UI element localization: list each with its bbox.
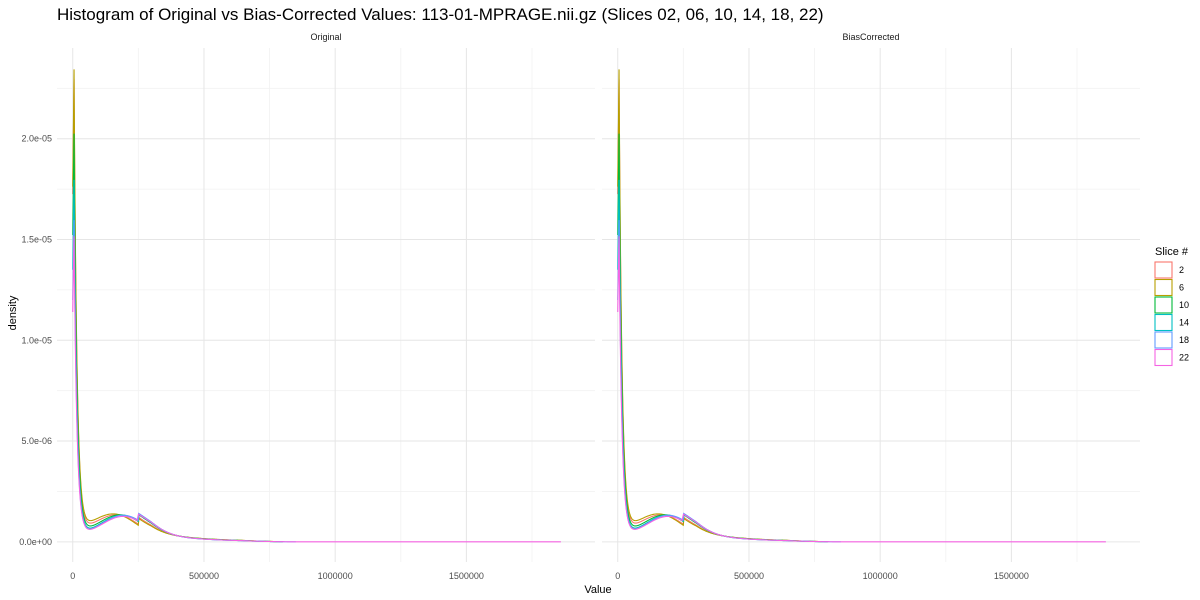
y-axis-title: density <box>7 295 19 330</box>
y-tick-label: 1.0e-05 <box>21 335 52 345</box>
series-line-slice-14 <box>617 179 828 543</box>
x-tick-label: 0 <box>615 571 620 581</box>
legend-key-slice-6 <box>1154 278 1173 297</box>
legend-key-slice-18 <box>1154 331 1173 349</box>
legend-key-slice-14 <box>1154 313 1173 332</box>
x-tick-label: 1000000 <box>863 571 898 581</box>
series-line-slice-22 <box>617 236 1106 543</box>
series-line-slice-14 <box>72 179 283 543</box>
y-tick-label: 2.0e-05 <box>21 134 52 144</box>
legend-label-slice-22: 22 <box>1179 353 1189 363</box>
series-line-slice-6 <box>617 69 828 543</box>
series-line-slice-6 <box>72 69 283 543</box>
x-tick-label: 1500000 <box>449 571 484 581</box>
y-tick-label: 1.5e-05 <box>21 234 52 244</box>
series-line-slice-10 <box>617 133 828 543</box>
series-line-slice-22 <box>72 236 561 543</box>
series-line-slice-10 <box>72 133 283 543</box>
series-line-slice-18 <box>617 220 841 543</box>
legend-label-slice-14: 14 <box>1179 318 1189 328</box>
legend-label-slice-2: 2 <box>1179 265 1184 275</box>
y-tick-label: 0.0e+00 <box>19 537 52 547</box>
series-line-slice-18 <box>72 220 296 543</box>
x-tick-label: 0 <box>70 571 75 581</box>
y-tick-label: 5.0e-06 <box>21 436 52 446</box>
legend: Slice # 2 6 10 14 18 22 <box>1154 246 1189 367</box>
x-tick-label: 1500000 <box>994 571 1029 581</box>
x-axis-title: Value <box>584 584 611 596</box>
legend-title: Slice # <box>1155 246 1189 258</box>
panel-biascorrected: BiasCorrected 0 500000 1000000 1500000 <box>602 32 1140 581</box>
x-tick-label: 1000000 <box>318 571 353 581</box>
legend-key-slice-22 <box>1154 348 1173 367</box>
x-tick-label: 500000 <box>734 571 764 581</box>
series-line-slice-2 <box>72 79 283 543</box>
chart-title: Histogram of Original vs Bias-Corrected … <box>57 5 824 24</box>
series-line-slice-2 <box>617 79 828 543</box>
panels: Original 0 500000 1000000 1500000 0.0e+00 5.0e… <box>19 32 1140 581</box>
legend-key-slice-2 <box>1154 261 1173 279</box>
legend-label-slice-10: 10 <box>1179 300 1189 310</box>
legend-key-slice-10 <box>1154 296 1173 314</box>
panel-strip-label: BiasCorrected <box>842 32 899 42</box>
panel-strip-label: Original <box>310 32 341 42</box>
legend-label-slice-18: 18 <box>1179 335 1189 345</box>
x-tick-label: 500000 <box>189 571 219 581</box>
panel-original: Original 0 500000 1000000 1500000 0.0e+00 5.0e… <box>19 32 595 581</box>
legend-label-slice-6: 6 <box>1179 283 1184 293</box>
